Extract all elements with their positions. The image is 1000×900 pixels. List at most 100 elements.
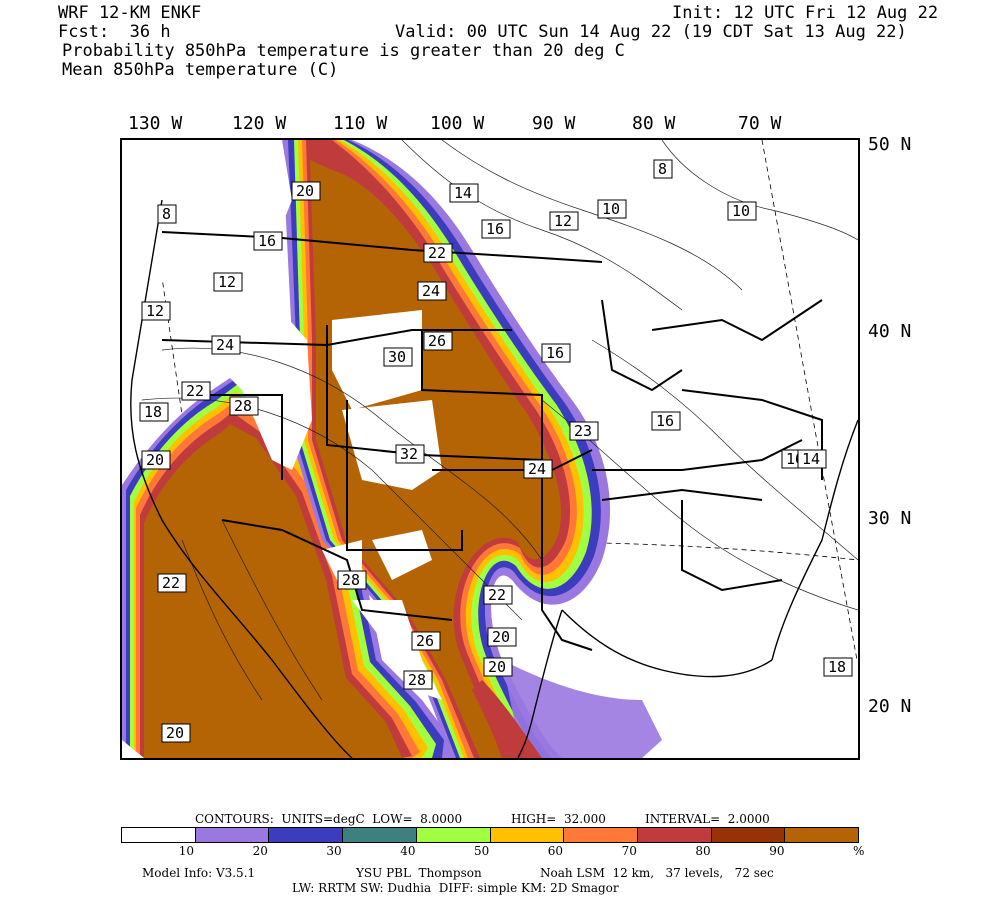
svg-text:22: 22 xyxy=(186,382,204,400)
probability-shading-west xyxy=(122,370,452,758)
contour-value-label: 12 xyxy=(141,301,171,321)
contour-value-label: 28 xyxy=(337,570,367,590)
colorbar-tick-label: 40 xyxy=(400,844,416,858)
svg-text:18: 18 xyxy=(144,403,162,421)
model-title: WRF 12-KM ENKF xyxy=(58,3,202,23)
contour-value-label: 12 xyxy=(549,211,579,231)
colorbar-tick-label: % xyxy=(853,844,865,858)
svg-text:14: 14 xyxy=(802,450,820,468)
svg-text:20: 20 xyxy=(492,628,510,646)
temperature-contours xyxy=(141,140,858,701)
lon-label-80w: 80 W xyxy=(632,113,676,134)
contour-value-label: 16 xyxy=(253,231,283,251)
valid-time: Valid: 00 UTC Sun 14 Aug 22 (19 CDT Sat … xyxy=(395,22,907,42)
svg-text:10: 10 xyxy=(602,200,620,218)
lon-label-130w: 130 W xyxy=(128,113,183,134)
colorbar-segment xyxy=(711,828,786,842)
contour-value-label: 32 xyxy=(395,444,425,464)
contour-value-label: 22 xyxy=(181,381,211,401)
svg-text:24: 24 xyxy=(216,336,234,354)
lon-label-120w: 120 W xyxy=(232,113,287,134)
svg-text:12: 12 xyxy=(146,302,164,320)
contour-value-label: 20 xyxy=(483,657,513,677)
svg-text:16: 16 xyxy=(656,412,674,430)
pbl-microphysics: YSU PBL Thompson xyxy=(356,866,482,880)
svg-text:26: 26 xyxy=(428,332,446,350)
lat-label-30n: 30 N xyxy=(868,508,912,529)
svg-text:26: 26 xyxy=(416,632,434,650)
colorbar-tick-label: 90 xyxy=(769,844,785,858)
legend-contours-info: CONTOURS: UNITS=degC LOW= 8.0000 xyxy=(195,812,463,826)
contour-value-label: 10 xyxy=(727,201,757,221)
svg-text:12: 12 xyxy=(554,212,572,230)
lon-label-90w: 90 W xyxy=(532,113,576,134)
svg-text:20: 20 xyxy=(166,724,184,742)
colorbar-tick-label: 70 xyxy=(621,844,637,858)
svg-text:16: 16 xyxy=(546,344,564,362)
contour-value-label: 30 xyxy=(383,347,413,367)
svg-text:10: 10 xyxy=(732,202,750,220)
colorbar-tick-label: 80 xyxy=(695,844,711,858)
contour-value-label: 18 xyxy=(823,657,853,677)
lat-label-20n: 20 N xyxy=(868,696,912,717)
lat-label-50n: 50 N xyxy=(868,134,912,155)
contour-value-label: 23 xyxy=(569,421,599,441)
contour-value-label: 16 xyxy=(481,219,511,239)
terrain-holes xyxy=(122,140,442,700)
contour-value-label: 26 xyxy=(423,331,453,351)
lat-label-40n: 40 N xyxy=(868,321,912,342)
colorbar-segment xyxy=(122,828,196,842)
legend-high-value: HIGH= 32.000 xyxy=(511,812,606,826)
lsm-grid-info: Noah LSM 12 km, 37 levels, 72 sec xyxy=(540,866,774,880)
contour-value-label: 16 xyxy=(651,411,681,431)
svg-text:23: 23 xyxy=(574,422,592,440)
contour-value-label: 16 xyxy=(541,343,571,363)
contour-value-label: 20 xyxy=(291,181,321,201)
legend-interval: INTERVAL= 2.0000 xyxy=(645,812,770,826)
probability-shading-gulf xyxy=(472,660,662,758)
svg-text:14: 14 xyxy=(454,184,472,202)
svg-text:18: 18 xyxy=(828,658,846,676)
colorbar-tick-label: 60 xyxy=(547,844,564,858)
contour-value-label: 24 xyxy=(417,281,447,301)
svg-text:8: 8 xyxy=(658,160,667,178)
field-title-mean-temp: Mean 850hPa temperature (C) xyxy=(62,60,339,80)
svg-text:30: 30 xyxy=(388,348,406,366)
contour-value-label: 22 xyxy=(483,585,513,605)
colorbar-tick-label: 20 xyxy=(252,844,268,858)
map-panel: 20 8 16 12 12 24 22 18 20 28 14 16 12 10 10 8 22 24 26 30 16… xyxy=(120,138,860,760)
svg-text:8: 8 xyxy=(162,205,171,223)
colorbar-segment xyxy=(343,828,417,842)
svg-text:16: 16 xyxy=(258,232,276,250)
contour-value-label: 14 xyxy=(797,449,827,469)
colorbar-segment xyxy=(785,828,859,842)
colorbar-segment xyxy=(269,828,344,842)
svg-text:20: 20 xyxy=(488,658,506,676)
radiation-diffusion-info: LW: RRTM SW: Dudhia DIFF: simple KM: 2D … xyxy=(292,881,619,895)
lon-label-70w: 70 W xyxy=(738,113,782,134)
colorbar-segment xyxy=(564,828,638,842)
colorbar-tick-label: 50 xyxy=(474,844,490,858)
svg-text:22: 22 xyxy=(428,244,446,262)
forecast-hour: Fcst: 36 h xyxy=(58,22,171,42)
model-info: Model Info: V3.5.1 xyxy=(142,866,256,880)
contour-value-label: 20 xyxy=(141,450,171,470)
contour-value-label: 14 xyxy=(449,183,479,203)
contour-value-label: 22 xyxy=(423,243,453,263)
colorbar-segment xyxy=(490,828,565,842)
probability-colorbar xyxy=(121,827,859,843)
contour-value-label: 22 xyxy=(157,573,187,593)
svg-text:28: 28 xyxy=(408,671,426,689)
contour-value-label: 8 xyxy=(157,204,177,224)
contour-value-label: 20 xyxy=(487,627,517,647)
colorbar-tick-label: 10 xyxy=(178,844,195,858)
contour-value-label: 8 xyxy=(653,159,673,179)
lon-label-110w: 110 W xyxy=(333,113,388,134)
probability-shading-central xyxy=(282,140,611,758)
contour-value-label: 20 xyxy=(161,723,191,743)
field-title-probability: Probability 850hPa temperature is greate… xyxy=(62,41,625,61)
svg-text:24: 24 xyxy=(528,460,546,478)
contour-value-label: 26 xyxy=(411,631,441,651)
colorbar-segment xyxy=(416,828,491,842)
svg-text:16: 16 xyxy=(486,220,504,238)
